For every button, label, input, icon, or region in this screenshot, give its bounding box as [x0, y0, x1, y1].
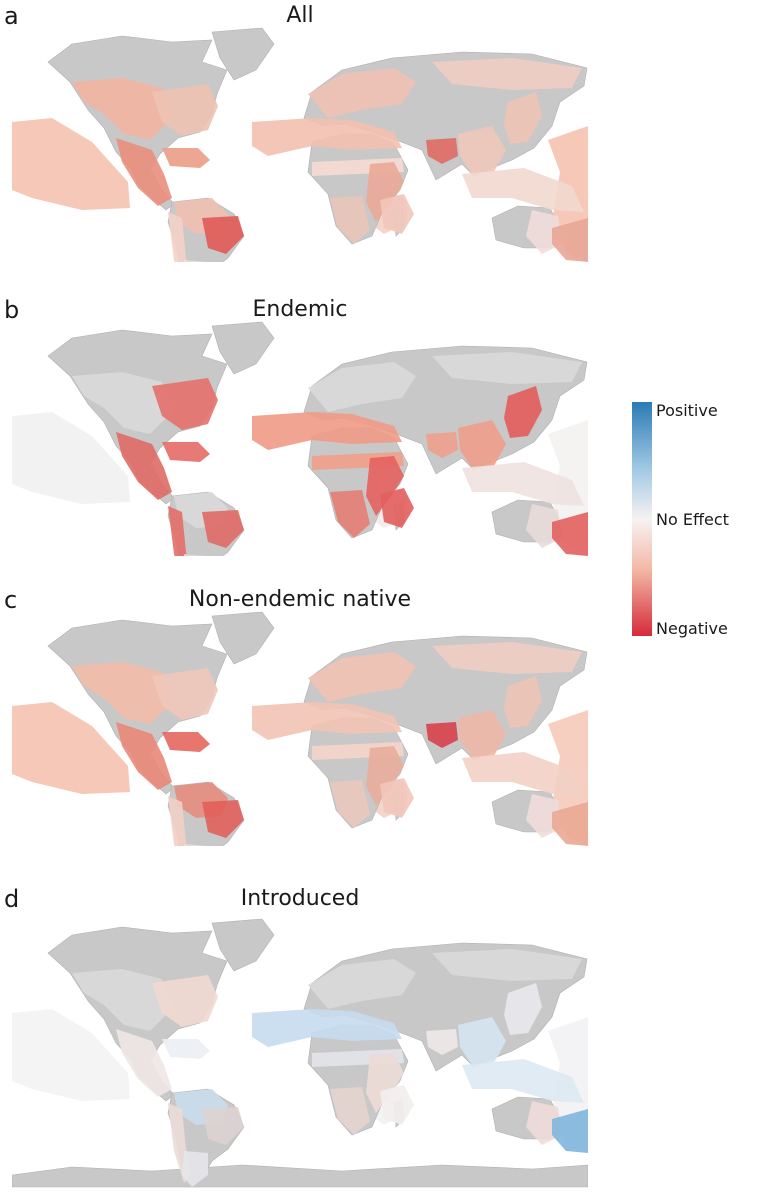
range-region-india — [426, 1029, 458, 1055]
range-region-pacific-west — [12, 412, 130, 504]
map-panel-b: b Endemic — [0, 298, 600, 588]
legend-label-positive: Positive — [656, 401, 718, 420]
range-region-caribbean — [162, 442, 210, 462]
range-region-india — [426, 722, 458, 748]
range-region-europe — [308, 652, 416, 702]
range-region-africa-south — [330, 196, 370, 244]
range-region-central-america — [116, 138, 172, 206]
range-region-madagascar — [380, 194, 414, 234]
range-region-brazil-south — [202, 216, 244, 254]
range-region-na-west — [72, 969, 172, 1031]
range-region-patagonia — [183, 554, 208, 556]
range-region-andes — [168, 796, 187, 846]
range-region-caribbean — [162, 148, 210, 168]
range-region-africa-south — [330, 1087, 370, 1135]
range-region-patagonia — [183, 844, 208, 846]
map-panel-d: d Introduced — [0, 887, 600, 1203]
range-region-caribbean — [162, 732, 210, 752]
range-region-brazil-south — [202, 800, 244, 838]
range-region-india — [426, 432, 458, 458]
range-region-japan — [504, 983, 542, 1035]
range-region-indochina — [458, 710, 506, 758]
range-region-japan — [504, 386, 542, 438]
range-region-pacific-west — [12, 118, 130, 210]
range-region-africa-south — [330, 490, 370, 538]
range-region-mediterranean — [252, 1009, 402, 1047]
range-region-indonesia — [462, 752, 584, 796]
world-map — [12, 27, 588, 262]
range-region-andes — [168, 212, 187, 262]
panel-title: All — [286, 3, 314, 28]
range-region-andes — [168, 506, 187, 556]
range-region-new-zealand — [552, 512, 588, 556]
world-map — [12, 321, 588, 556]
range-region-siberia — [432, 58, 582, 90]
range-region-africa-east — [366, 746, 404, 806]
range-region-europe — [308, 68, 416, 118]
range-region-na-west — [72, 78, 172, 140]
panel-letter: c — [4, 586, 18, 614]
range-region-indochina — [458, 126, 506, 174]
range-region-mediterranean — [252, 702, 402, 740]
panel-letter: a — [4, 2, 19, 30]
range-region-caribbean — [162, 1039, 210, 1059]
legend-label-negative: Negative — [656, 619, 728, 638]
panel-letter: d — [4, 885, 20, 913]
range-region-patagonia — [183, 260, 208, 262]
range-region-siberia — [432, 949, 582, 981]
world-map — [12, 611, 588, 846]
range-region-madagascar — [380, 1085, 414, 1125]
panel-title: Introduced — [240, 886, 360, 911]
range-region-indochina — [458, 1017, 506, 1065]
range-region-india — [426, 138, 458, 164]
range-region-africa-south — [330, 780, 370, 828]
range-region-patagonia — [182, 1151, 208, 1187]
world-map — [12, 918, 588, 1188]
range-region-new-zealand — [552, 802, 588, 846]
range-region-na-east — [152, 975, 218, 1027]
range-region-na-west — [72, 662, 172, 724]
range-region-mediterranean — [252, 412, 402, 450]
map-panel-c: c Non-endemic native — [0, 588, 600, 878]
range-region-na-west — [72, 372, 172, 434]
range-region-indonesia — [462, 168, 584, 212]
range-region-africa-east — [366, 162, 404, 222]
range-region-siberia — [432, 352, 582, 384]
range-region-siberia — [432, 642, 582, 674]
range-region-brazil-south — [202, 510, 244, 548]
range-region-central-america — [116, 1029, 172, 1097]
range-region-na-east — [152, 84, 218, 136]
range-region-madagascar — [380, 778, 414, 818]
panel-title: Non-endemic native — [188, 587, 412, 612]
range-region-europe — [308, 362, 416, 412]
range-region-africa-east — [366, 456, 404, 516]
range-region-brazil-south — [202, 1107, 244, 1145]
range-region-africa-east — [366, 1053, 404, 1113]
range-region-new-zealand — [552, 1109, 588, 1153]
map-panel-a: a All — [0, 4, 600, 294]
range-region-pacific-west — [12, 1009, 130, 1101]
range-region-na-east — [152, 378, 218, 430]
range-region-japan — [504, 676, 542, 728]
range-region-mediterranean — [252, 118, 402, 156]
range-region-japan — [504, 92, 542, 144]
panel-title: Endemic — [252, 297, 348, 322]
range-region-indonesia — [462, 1059, 584, 1103]
panel-letter: b — [4, 296, 20, 324]
range-region-pacific-west — [12, 702, 130, 794]
range-region-madagascar — [380, 488, 414, 528]
range-region-indonesia — [462, 462, 584, 506]
legend-label-no-effect: No Effect — [656, 510, 729, 529]
range-region-central-america — [116, 722, 172, 790]
range-region-new-zealand — [552, 218, 588, 262]
range-region-central-america — [116, 432, 172, 500]
color-legend: Positive No Effect Negative — [632, 400, 780, 640]
range-region-europe — [308, 959, 416, 1009]
range-region-na-east — [152, 668, 218, 720]
legend-color-bar — [632, 402, 652, 636]
range-region-indochina — [458, 420, 506, 468]
